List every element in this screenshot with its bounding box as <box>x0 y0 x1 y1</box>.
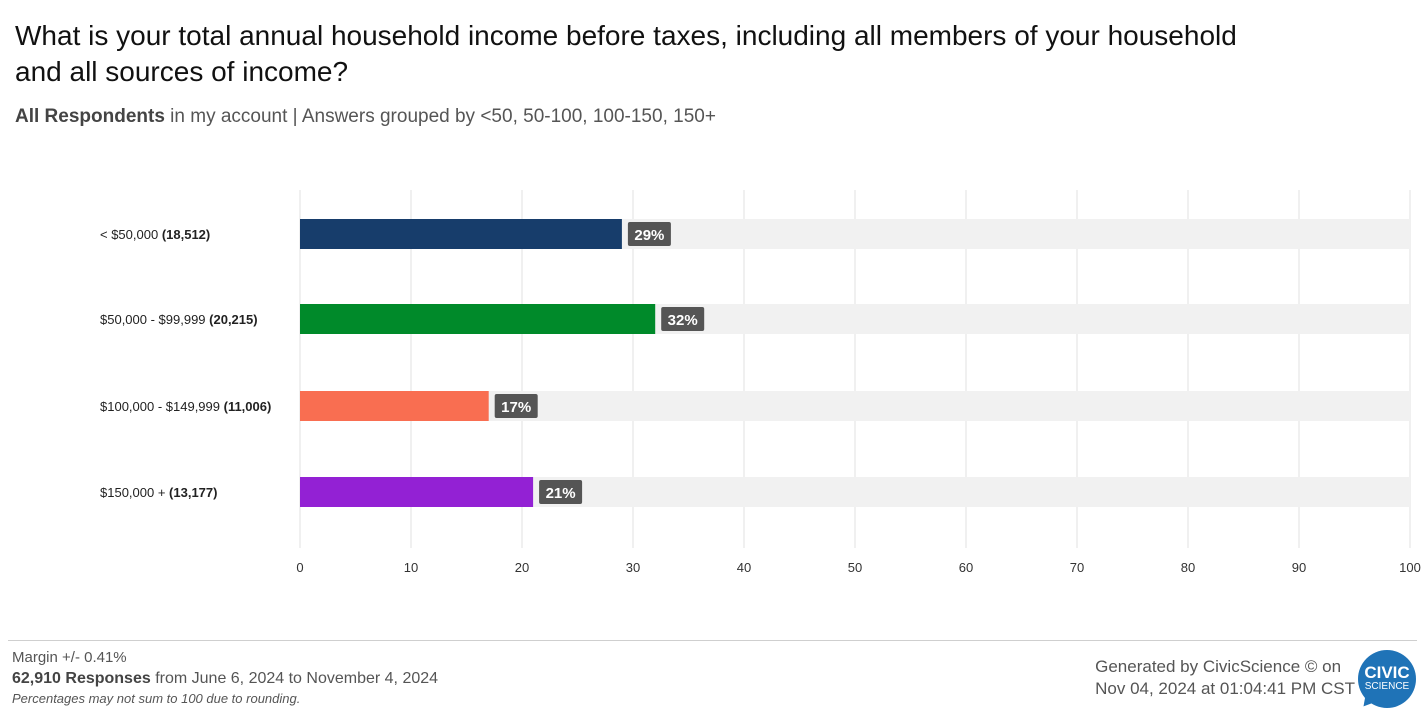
value-label-badge <box>494 394 538 418</box>
category-name: $100,000 - $149,999 <box>100 399 224 414</box>
subtitle-audience: All Respondents <box>15 106 165 127</box>
bar <box>300 219 622 249</box>
category-name: < $50,000 <box>100 227 162 242</box>
category-count: (20,215) <box>209 312 257 327</box>
rounding-note: Percentages may not sum to 100 due to ro… <box>12 691 301 706</box>
x-tick-label: 20 <box>515 560 529 575</box>
x-tick-label: 70 <box>1070 560 1084 575</box>
logo-speech-tail <box>1357 690 1379 712</box>
value-label-badge <box>539 480 583 504</box>
x-tick-label: 30 <box>626 560 640 575</box>
x-tick-label: 80 <box>1181 560 1195 575</box>
response-count-bold: 62,910 Responses <box>12 670 151 687</box>
subtitle-details: in my account | Answers grouped by <50, … <box>164 106 716 127</box>
value-label: 21% <box>546 485 576 502</box>
value-label-badge <box>627 222 671 246</box>
category-label: $100,000 - $149,999 (11,006) <box>100 399 271 414</box>
bar <box>300 304 656 334</box>
footer-divider <box>8 640 1417 641</box>
category-label: < $50,000 (18,512) <box>100 227 210 242</box>
bar-chart: 0 10 20 30 40 50 60 70 80 90 100 29% < $50,000 (18,5… <box>100 190 1421 575</box>
category-count: (18,512) <box>162 227 210 242</box>
x-tick-label: 90 <box>1292 560 1306 575</box>
x-tick-label: 100 <box>1399 560 1421 575</box>
category-name: $50,000 - $99,999 <box>100 312 209 327</box>
value-label: 17% <box>501 399 531 416</box>
category-count: (11,006) <box>224 399 272 414</box>
logo-text-science: SCIENCE <box>1364 681 1410 692</box>
category-name: $150,000 + <box>100 485 169 500</box>
response-count: 62,910 Responses from June 6, 2024 to No… <box>12 668 438 690</box>
x-tick-label: 0 <box>296 560 303 575</box>
chart-subtitle: All Respondents in my account | Answers … <box>15 106 716 128</box>
value-label: 32% <box>668 312 698 329</box>
value-label-badge <box>661 307 705 331</box>
x-tick-label: 50 <box>848 560 862 575</box>
category-count: (13,177) <box>169 485 217 500</box>
chart-title: What is your total annual household inco… <box>15 20 1237 87</box>
generated-by: Generated by CivicScience © on <box>1095 657 1342 676</box>
margin-of-error: Margin +/- 0.41% <box>12 649 127 666</box>
generated-info: Generated by CivicScience © on Nov 04, 2… <box>1095 656 1355 700</box>
generated-timestamp: Nov 04, 2024 at 01:04:41 PM CST <box>1095 679 1355 698</box>
bar <box>300 391 489 421</box>
response-date-range: from June 6, 2024 to November 4, 2024 <box>150 670 439 687</box>
category-label: $50,000 - $99,999 (20,215) <box>100 312 258 327</box>
footer-stats: Margin +/- 0.41% 62,910 Responses from J… <box>12 648 438 708</box>
category-label: $150,000 + (13,177) <box>100 485 217 500</box>
x-tick-label: 40 <box>737 560 751 575</box>
logo-text-civic: CIVIC <box>1364 663 1410 682</box>
value-label: 29% <box>634 227 664 244</box>
x-tick-label: 10 <box>404 560 418 575</box>
bar <box>300 477 534 507</box>
civicscience-logo[interactable]: CIVIC SCIENCE <box>1357 650 1416 712</box>
x-tick-label: 60 <box>959 560 973 575</box>
